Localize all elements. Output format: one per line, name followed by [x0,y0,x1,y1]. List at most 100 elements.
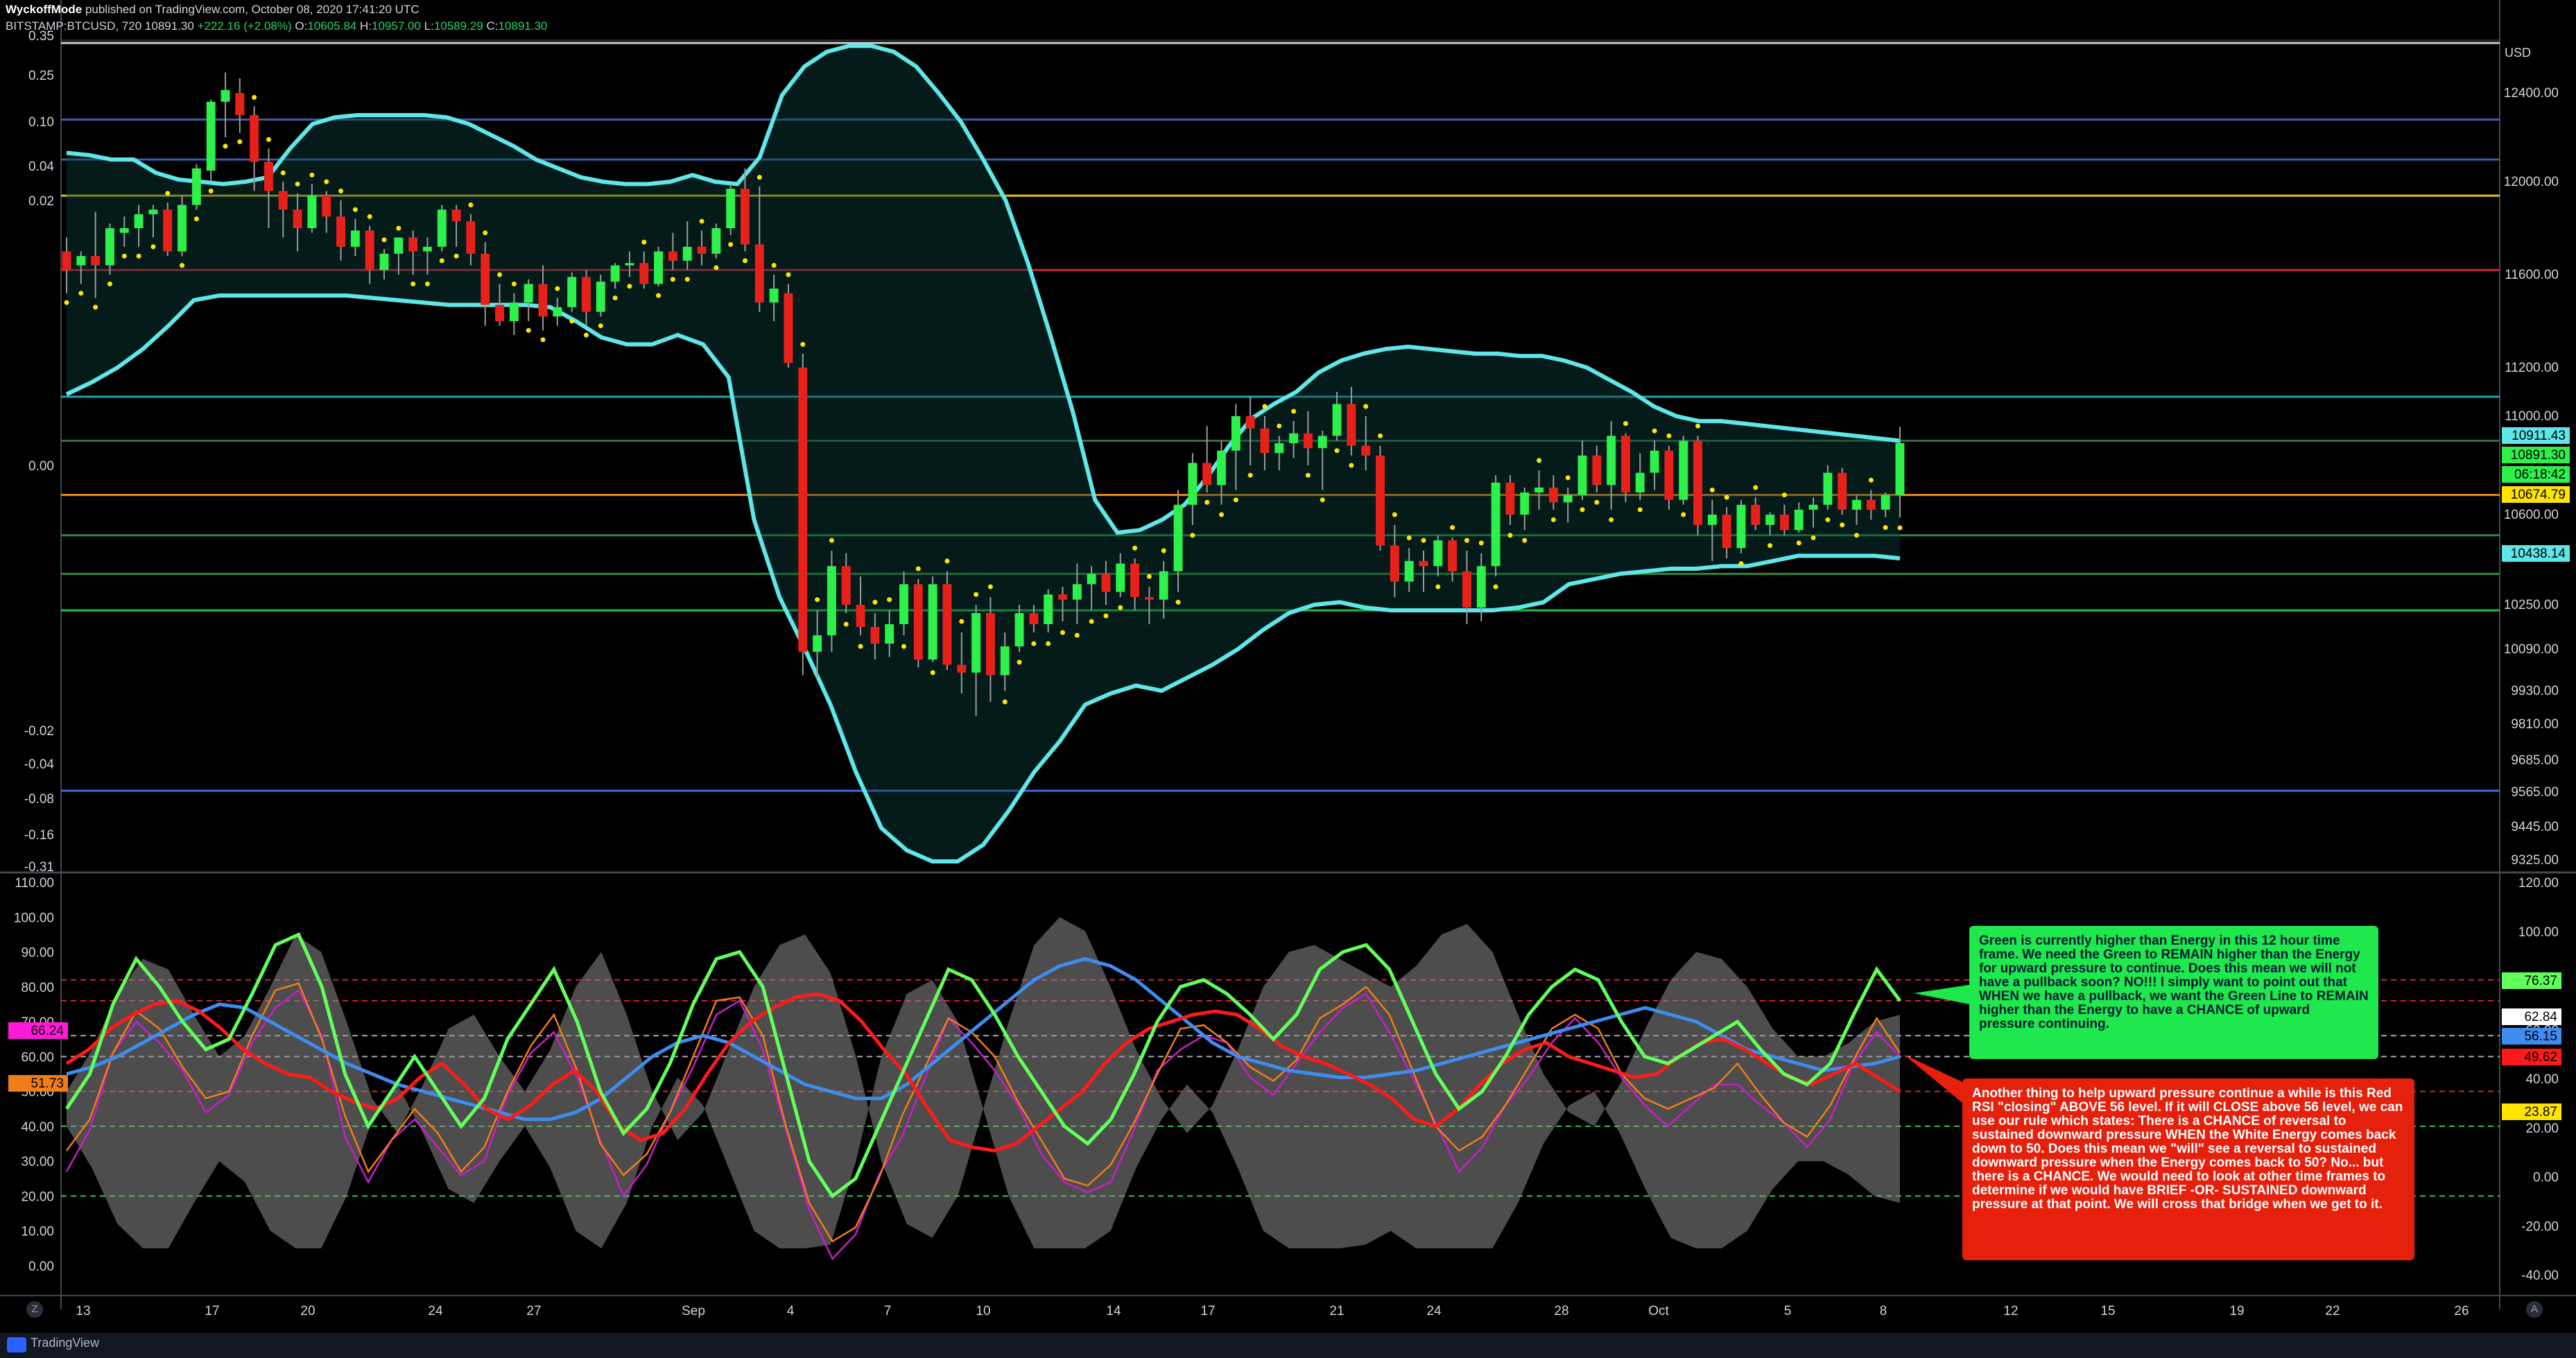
candle-body-121 [1808,504,1818,510]
sar-dot-69 [1060,630,1066,635]
author-name[interactable]: WyckoffMode [6,3,83,16]
candle-body-38 [610,265,620,282]
price-axis-label-3: 11200.00 [2505,361,2559,375]
footer-bar [0,1333,2576,1358]
left-axis-label-6: -0.02 [24,724,54,739]
time-axis-label-2: 20 [300,1304,315,1318]
published-info: published on TradingView.com, October 08… [85,3,420,16]
sar-dot-89 [1349,463,1354,468]
candle-body-120 [1794,509,1804,531]
sar-dot-117 [1753,485,1758,490]
sar-dot-67 [1031,641,1037,646]
sar-dot-42 [670,277,675,282]
sar-dot-30 [497,272,503,277]
sar-dot-57 [887,597,892,603]
candle-body-70 [1072,584,1082,600]
sar-dot-102 [1537,458,1542,463]
time-axis-label-9: 14 [1106,1304,1121,1318]
left-axis-label-3: 0.04 [28,160,54,174]
candle-body-13 [250,115,259,162]
magenta-line [65,988,1901,1261]
candle-body-37 [596,282,605,312]
candle-body-62 [957,664,967,673]
sar-dot-31 [511,281,517,286]
sar-dot-35 [569,318,575,324]
sar-dot-43 [684,277,690,282]
rsi-left-axis-label-1: 100.00 [14,911,54,925]
left-axis-label-1: 0.25 [28,69,54,83]
sar-dot-100 [1507,533,1513,538]
candle-body-52 [813,635,822,652]
auto-scale-button[interactable]: A [2526,1301,2543,1318]
price-axis-label-11: 9565.00 [2511,785,2559,800]
candle-body-58 [899,584,908,624]
sar-dot-54 [843,621,849,627]
candle-body-39 [625,263,634,266]
time-axis-label-1: 17 [205,1304,219,1318]
sar-dot-107 [1609,517,1614,522]
candle-body-32 [524,284,533,303]
candle-body-68 [1044,594,1053,624]
sar-dot-22 [381,237,387,243]
candle-body-34 [553,307,562,317]
candle-body-14 [264,162,273,191]
sar-dot-98 [1478,540,1484,546]
candle-body-3 [105,228,114,266]
time-axis-label-17: 12 [2003,1304,2018,1318]
candle-body-55 [856,605,865,627]
rsi-tag-bg-4 [2502,1103,2561,1120]
rsi-right-axis-label-7: -20.00 [2521,1219,2559,1234]
sar-dot-26 [439,258,444,264]
sar-dot-7 [165,191,171,196]
sar-dot-70 [1074,633,1080,638]
price-axis-label-12: 9445.00 [2511,820,2559,834]
sar-dot-112 [1681,512,1686,517]
rsi-tag-2: 56.15 [2524,1029,2557,1044]
rsi-red-line [65,992,1901,1153]
candle-body-50 [784,293,793,363]
rsi-left-axis-label-3: 80.00 [21,981,54,995]
time-axis-label-13: 28 [1554,1304,1568,1318]
symbol-label[interactable]: BITSTAMP:BTCUSD, 720 [6,19,142,33]
candle-body-112 [1679,440,1688,500]
candle-body-41 [654,251,664,284]
price-tag-1: 10891.30 [2511,448,2566,463]
sar-dot-49 [771,263,777,268]
orange-line [65,982,1901,1243]
sar-dot-61 [944,558,950,564]
candle-body-89 [1347,404,1356,446]
candle-body-126 [1881,495,1890,510]
sar-dot-58 [901,644,906,649]
candle-body-81 [1231,416,1241,451]
time-axis-label-20: 22 [2325,1304,2340,1318]
candle-body-63 [971,613,981,673]
rsi-tag-bg-0 [2502,972,2561,989]
candle-body-127 [1895,442,1905,495]
candle-body-106 [1592,455,1602,485]
zoom-reset-button[interactable]: Z [26,1301,43,1318]
candle-body-113 [1693,440,1702,525]
candle-body-67 [1029,613,1039,624]
rsi-tag-bg-2 [2502,1028,2561,1045]
tradingview-brand[interactable]: TradingView [31,1336,100,1350]
sar-dot-32 [526,327,531,333]
sar-dot-125 [1868,477,1874,483]
sar-dot-13 [252,94,257,100]
rsi-left-axis-label-7: 40.00 [21,1120,54,1135]
candle-body-104 [1563,495,1573,503]
sar-dot-34 [555,286,560,291]
candle-body-20 [350,230,360,247]
tradingview-logo-icon[interactable] [7,1337,26,1352]
sar-dot-122 [1825,517,1831,522]
price-axis-label-6: 10250.00 [2504,598,2559,612]
sar-dot-123 [1840,522,1845,528]
sar-dot-21 [367,214,372,219]
bollinger-fill [67,46,1900,862]
sar-dot-73 [1118,605,1123,610]
candle-body-71 [1087,574,1096,585]
currency-label[interactable]: USD [2505,46,2532,60]
candle-body-9 [191,168,201,205]
price-axis-label-7: 10090.00 [2504,642,2559,657]
sar-dot-127 [1897,525,1903,531]
